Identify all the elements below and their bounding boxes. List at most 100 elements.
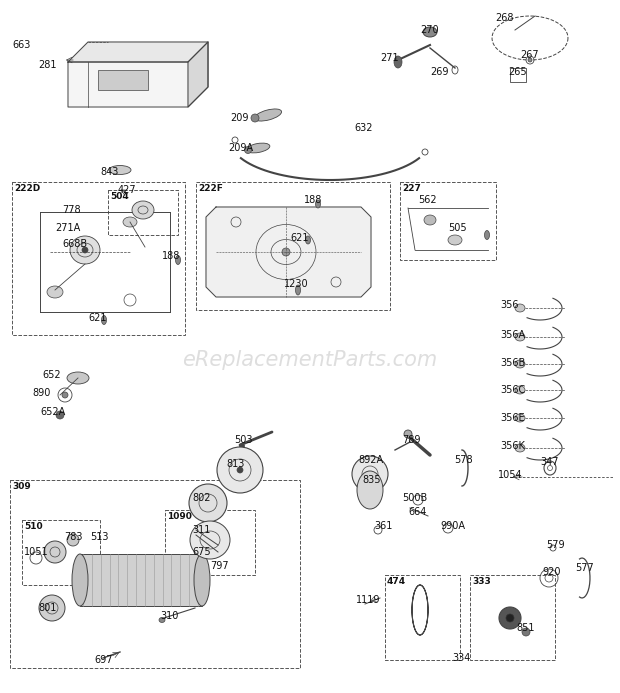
Ellipse shape	[352, 456, 388, 492]
Text: 801: 801	[38, 603, 56, 613]
Text: eReplacementParts.com: eReplacementParts.com	[182, 351, 438, 370]
Ellipse shape	[175, 256, 180, 265]
Text: 474: 474	[387, 577, 406, 586]
Text: 356B: 356B	[500, 358, 525, 368]
Text: 802: 802	[192, 493, 211, 503]
Polygon shape	[206, 207, 371, 297]
Text: 347: 347	[540, 457, 559, 467]
Text: 356C: 356C	[500, 385, 525, 395]
Ellipse shape	[246, 143, 270, 153]
Text: 1054: 1054	[498, 470, 523, 480]
Text: 675: 675	[192, 547, 211, 557]
Text: 311: 311	[192, 525, 210, 535]
Text: 621: 621	[88, 313, 107, 323]
Text: 579: 579	[546, 540, 565, 550]
Text: 577: 577	[575, 563, 594, 573]
Ellipse shape	[296, 285, 301, 295]
Bar	[470, 575, 555, 660]
Bar	[22, 520, 100, 585]
Text: 281: 281	[38, 60, 56, 70]
Text: 356A: 356A	[500, 330, 525, 340]
Text: 268: 268	[495, 13, 513, 23]
Text: 892A: 892A	[358, 455, 383, 465]
Text: 188: 188	[162, 251, 180, 261]
Ellipse shape	[251, 114, 259, 122]
Text: 843: 843	[100, 167, 118, 177]
Text: 271: 271	[380, 53, 399, 63]
Ellipse shape	[357, 471, 383, 509]
Text: 1119: 1119	[356, 595, 381, 605]
Text: 209A: 209A	[228, 143, 253, 153]
Text: 267: 267	[520, 50, 539, 60]
Text: 504: 504	[110, 192, 129, 201]
Ellipse shape	[484, 231, 490, 240]
Bar	[80, 554, 202, 606]
Text: 503: 503	[234, 435, 252, 445]
Ellipse shape	[506, 614, 514, 622]
Text: 920: 920	[542, 567, 560, 577]
Text: 270: 270	[420, 25, 438, 35]
Ellipse shape	[515, 386, 525, 394]
Ellipse shape	[515, 360, 525, 368]
Ellipse shape	[528, 58, 532, 62]
Ellipse shape	[189, 484, 227, 522]
Ellipse shape	[102, 315, 107, 324]
Ellipse shape	[39, 595, 65, 621]
Text: 334: 334	[452, 653, 471, 663]
Text: 265: 265	[508, 67, 526, 77]
Ellipse shape	[515, 414, 525, 422]
Text: 697: 697	[94, 655, 112, 665]
Text: 222F: 222F	[198, 184, 223, 193]
Ellipse shape	[244, 146, 252, 154]
Ellipse shape	[515, 304, 525, 312]
Text: 222D: 222D	[14, 184, 40, 193]
Bar	[98, 70, 148, 90]
Text: 356E: 356E	[500, 413, 525, 423]
Ellipse shape	[499, 607, 521, 629]
Text: 271A: 271A	[55, 223, 80, 233]
Text: 188: 188	[304, 195, 322, 205]
Ellipse shape	[316, 200, 321, 208]
Text: 632: 632	[354, 123, 373, 133]
Bar	[165, 510, 255, 575]
Text: 510: 510	[24, 522, 43, 531]
Polygon shape	[68, 42, 208, 107]
Text: 990A: 990A	[440, 521, 465, 531]
Text: 778: 778	[62, 205, 81, 215]
Text: 652: 652	[42, 370, 61, 380]
Ellipse shape	[190, 521, 230, 559]
Bar	[400, 182, 496, 260]
Bar	[510, 68, 526, 82]
Text: 209: 209	[230, 113, 249, 123]
Ellipse shape	[282, 248, 290, 256]
Polygon shape	[188, 42, 208, 107]
Ellipse shape	[394, 56, 402, 68]
Text: 356K: 356K	[500, 441, 525, 451]
Text: 668B: 668B	[62, 239, 87, 249]
Ellipse shape	[72, 554, 88, 606]
Text: 1090: 1090	[167, 512, 192, 521]
Text: 797: 797	[210, 561, 229, 571]
Ellipse shape	[70, 236, 100, 264]
Ellipse shape	[56, 411, 64, 419]
Text: 227: 227	[402, 184, 421, 193]
Text: 789: 789	[402, 435, 420, 445]
Bar	[196, 182, 390, 310]
Ellipse shape	[515, 444, 525, 452]
Ellipse shape	[194, 554, 210, 606]
Ellipse shape	[123, 217, 137, 227]
Ellipse shape	[239, 444, 244, 448]
Text: 813: 813	[226, 459, 244, 469]
Text: 333: 333	[472, 577, 491, 586]
Bar	[108, 190, 178, 235]
Text: 1051: 1051	[24, 547, 48, 557]
Ellipse shape	[62, 392, 68, 398]
Ellipse shape	[237, 467, 243, 473]
Text: 1230: 1230	[284, 279, 309, 289]
Ellipse shape	[424, 215, 436, 225]
Ellipse shape	[132, 201, 154, 219]
Text: 505: 505	[448, 223, 467, 233]
Bar	[10, 480, 300, 668]
Text: 621: 621	[290, 233, 309, 243]
Ellipse shape	[404, 430, 412, 438]
